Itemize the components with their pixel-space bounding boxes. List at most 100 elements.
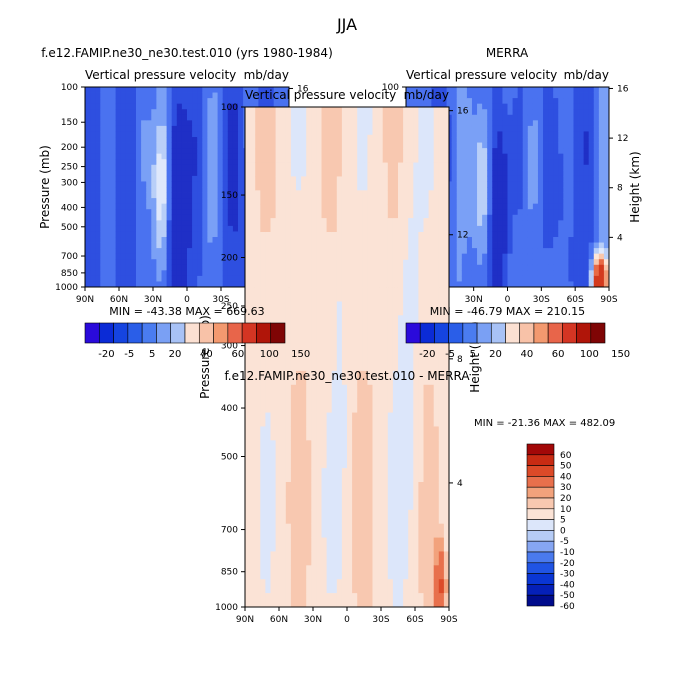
heatmap-cell: [156, 159, 162, 166]
heatmap-cell: [120, 109, 127, 116]
heatmap-cell: [527, 248, 534, 255]
heatmap-cell: [176, 131, 183, 138]
heatmap-cell: [377, 357, 384, 372]
heatmap-cell: [232, 187, 239, 193]
heatmap-cell: [141, 164, 147, 171]
heatmap-cell: [250, 301, 256, 316]
heatmap-cell: [502, 137, 508, 143]
heatmap-cell: [238, 253, 244, 260]
heatmap-cell: [461, 264, 468, 271]
heatmap-cell: [275, 190, 282, 205]
heatmap-cell: [275, 482, 282, 497]
heatmap-cell: [326, 495, 333, 511]
heatmap-cell: [456, 87, 463, 93]
heatmap-cell: [90, 270, 96, 277]
heatmap-cell: [482, 275, 488, 282]
heatmap-cell: [192, 270, 198, 277]
heatmap-cell: [336, 468, 343, 483]
heatmap-cell: [487, 259, 493, 266]
heatmap-cell: [105, 103, 111, 110]
heatmap-cell: [487, 125, 493, 132]
heatmap-cell: [443, 218, 450, 233]
heatmap-cell: [202, 92, 208, 99]
heatmap-cell: [280, 370, 287, 386]
heatmap-cell: [245, 482, 251, 497]
heatmap-cell: [517, 225, 524, 232]
heatmap-cell: [418, 232, 424, 247]
heatmap-cell: [141, 242, 147, 249]
heatmap-cell: [532, 120, 539, 127]
heatmap-cell: [341, 537, 348, 552]
heatmap-cell: [187, 203, 193, 210]
heatmap-cell: [482, 170, 488, 177]
heatmap-cell: [136, 164, 142, 171]
heatmap-cell: [527, 98, 534, 105]
subtitle-left: Vertical pressure velocity: [85, 68, 236, 82]
heatmap-cell: [90, 275, 96, 282]
heatmap-cell: [283, 92, 290, 99]
heatmap-cell: [357, 245, 363, 261]
heatmap-cell: [482, 237, 488, 243]
colorbar-swatch: [526, 497, 555, 510]
heatmap-cell: [553, 209, 559, 216]
heatmap-cell: [408, 190, 414, 205]
heatmap-cell: [527, 198, 534, 205]
heatmap-cell: [130, 142, 137, 149]
heatmap-cell: [311, 245, 317, 261]
heatmap-cell: [85, 153, 91, 160]
heatmap-cell: [151, 242, 157, 249]
heatmap-cell: [136, 87, 142, 93]
heatmap-cell: [217, 275, 224, 282]
heatmap-cell: [265, 162, 271, 177]
colorbar-swatch: [184, 322, 200, 344]
heatmap-cell: [296, 190, 302, 205]
heatmap-cell: [573, 175, 579, 182]
heatmap-cell: [245, 412, 251, 427]
heatmap-cell: [362, 509, 368, 525]
heatmap-cell: [398, 162, 404, 177]
heatmap-cell: [456, 159, 463, 166]
heatmap-cell: [522, 87, 529, 93]
heatmap-cell: [290, 107, 297, 122]
heatmap-cell: [110, 164, 116, 171]
heatmap-cell: [507, 209, 513, 216]
heatmap-cell: [578, 87, 585, 93]
heatmap-cell: [558, 248, 564, 255]
colorbar-swatch: [156, 322, 172, 344]
heatmap-cell: [477, 187, 483, 193]
heatmap-cell: [451, 159, 458, 166]
heatmap-cell: [217, 175, 224, 182]
heatmap-cell: [227, 137, 234, 143]
heatmap-cell: [418, 343, 424, 358]
heatmap-cell: [367, 495, 373, 511]
heatmap-cell: [212, 181, 218, 188]
heatmap-cell: [558, 264, 564, 271]
heatmap-cell: [362, 134, 368, 150]
heatmap-cell: [558, 153, 564, 160]
heatmap-cell: [341, 176, 348, 191]
heatmap-cell: [260, 468, 266, 483]
heatmap-cell: [260, 148, 266, 163]
heatmap-cell: [280, 357, 287, 372]
heatmap-cell: [227, 125, 234, 132]
heatmap-cell: [181, 125, 188, 132]
heatmap-cell: [146, 137, 152, 143]
heatmap-cell: [171, 109, 178, 116]
heatmap-cell: [418, 301, 424, 316]
heatmap-cell: [387, 315, 394, 330]
heatmap-cell: [593, 253, 600, 260]
heatmap-cell: [583, 175, 590, 182]
heatmap-cell: [265, 593, 271, 608]
heatmap-cell: [553, 253, 559, 260]
heatmap-cell: [543, 187, 549, 193]
heatmap-cell: [568, 181, 574, 188]
heatmap-cell: [275, 468, 282, 483]
heatmap-cell: [202, 264, 208, 271]
heatmap-cell: [321, 204, 327, 219]
heatmap-cell: [423, 245, 429, 261]
heatmap-cell: [573, 87, 579, 93]
heatmap-cell: [90, 159, 96, 166]
heatmap-cell: [377, 565, 384, 580]
heatmap-cell: [110, 175, 116, 182]
heatmap-cell: [377, 259, 384, 275]
